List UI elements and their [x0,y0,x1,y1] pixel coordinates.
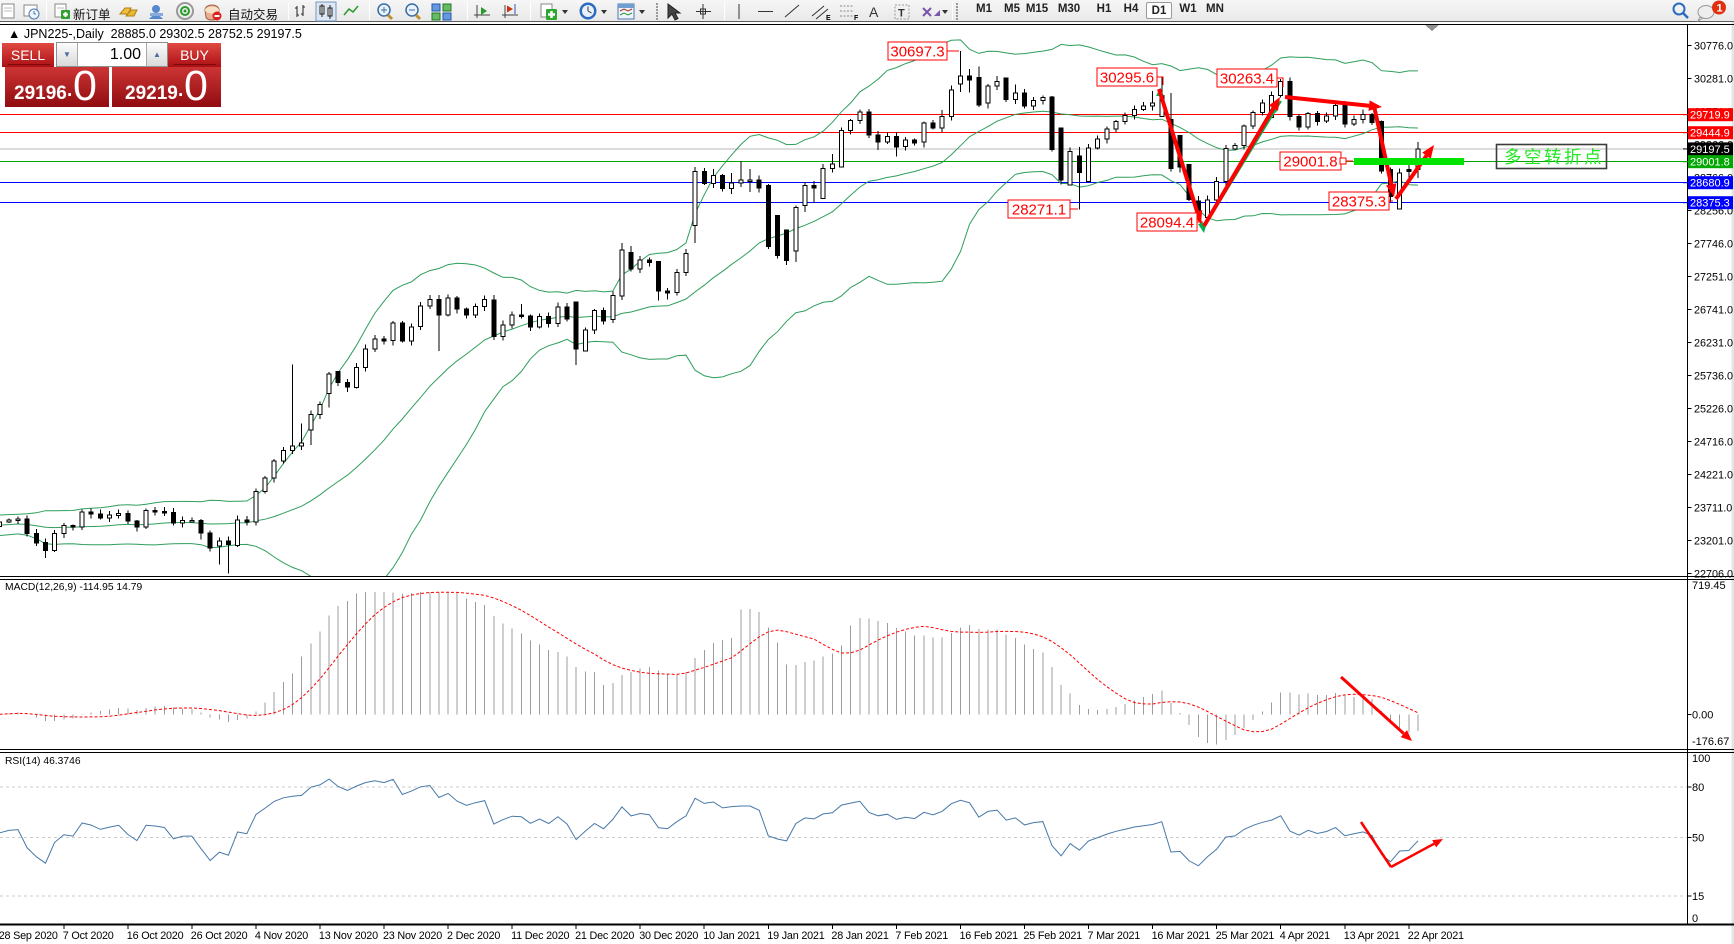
svg-text:24716.0: 24716.0 [1694,437,1733,449]
svg-text:23 Nov 2020: 23 Nov 2020 [383,930,442,942]
svg-text:100: 100 [1692,753,1710,765]
svg-text:30776.0: 30776.0 [1694,41,1733,53]
svg-text:A: A [869,4,879,20]
svg-text:80: 80 [1692,782,1704,794]
svg-text:29444.9: 29444.9 [1690,128,1730,140]
svg-text:-176.67: -176.67 [1692,736,1729,748]
svg-text:30281.0: 30281.0 [1694,74,1733,86]
svg-text:25 Feb 2021: 25 Feb 2021 [1024,930,1083,942]
svg-text:15: 15 [1692,891,1704,903]
svg-text:7 Feb 2021: 7 Feb 2021 [895,930,948,942]
svg-text:26 Oct 2020: 26 Oct 2020 [191,930,248,942]
svg-text:7 Mar 2021: 7 Mar 2021 [1088,930,1141,942]
svg-text:25 Mar 2021: 25 Mar 2021 [1216,930,1275,942]
svg-text:F: F [854,15,859,22]
svg-text:16 Oct 2020: 16 Oct 2020 [127,930,184,942]
svg-text:30697.3: 30697.3 [890,44,944,61]
svg-text:19 Jan 2021: 19 Jan 2021 [767,930,824,942]
svg-text:719.45: 719.45 [1692,580,1726,592]
svg-text:29719.9: 29719.9 [1690,110,1730,122]
svg-text:11 Dec 2020: 11 Dec 2020 [511,930,569,942]
svg-text:26231.0: 26231.0 [1694,338,1733,350]
svg-text:27746.0: 27746.0 [1694,239,1733,251]
svg-text:50: 50 [1692,832,1704,844]
svg-text:T: T [898,8,905,20]
svg-text:29001.8: 29001.8 [1283,154,1337,171]
svg-text:28680.9: 28680.9 [1690,178,1730,190]
svg-text:21 Dec 2020: 21 Dec 2020 [575,930,634,942]
svg-text:2 Dec 2020: 2 Dec 2020 [447,930,500,942]
svg-text:25226.0: 25226.0 [1694,404,1733,416]
svg-text:RSI(14) 46.3746: RSI(14) 46.3746 [5,756,81,767]
svg-text:26741.0: 26741.0 [1694,305,1733,317]
svg-text:28271.1: 28271.1 [1012,202,1066,219]
svg-text:4 Nov 2020: 4 Nov 2020 [255,930,308,942]
svg-text:4 Apr 2021: 4 Apr 2021 [1280,930,1330,942]
svg-text:30 Dec 2020: 30 Dec 2020 [639,930,698,942]
svg-text:E: E [826,15,831,22]
svg-text:22 Apr 2021: 22 Apr 2021 [1408,930,1464,942]
svg-text:13 Nov 2020: 13 Nov 2020 [319,930,378,942]
svg-text:29197.5: 29197.5 [1690,144,1730,156]
svg-text:MACD(12,26,9) -114.95 14.79: MACD(12,26,9) -114.95 14.79 [5,582,142,593]
svg-text:30263.4: 30263.4 [1220,71,1274,88]
svg-text:7 Oct 2020: 7 Oct 2020 [63,930,114,942]
svg-text:16 Mar 2021: 16 Mar 2021 [1152,930,1211,942]
svg-text:10 Jan 2021: 10 Jan 2021 [703,930,760,942]
svg-text:22706.0: 22706.0 [1694,569,1733,581]
svg-text:28375.3: 28375.3 [1332,194,1386,211]
svg-text:28 Sep 2020: 28 Sep 2020 [0,930,58,942]
svg-text:29001.8: 29001.8 [1690,157,1730,169]
svg-text:23711.0: 23711.0 [1694,503,1732,515]
svg-text:13 Apr 2021: 13 Apr 2021 [1344,930,1400,942]
svg-text:0.00: 0.00 [1692,710,1713,722]
svg-text:30295.6: 30295.6 [1100,70,1154,87]
svg-text:28 Jan 2021: 28 Jan 2021 [831,930,888,942]
svg-text:25736.0: 25736.0 [1694,371,1733,383]
svg-text:24221.0: 24221.0 [1694,470,1733,482]
svg-text:28375.3: 28375.3 [1690,198,1730,210]
svg-text:1: 1 [1717,3,1723,15]
svg-text:28094.4: 28094.4 [1140,215,1194,232]
svg-text:27251.0: 27251.0 [1694,272,1733,284]
svg-text:23201.0: 23201.0 [1694,536,1733,548]
svg-text:16 Feb 2021: 16 Feb 2021 [960,930,1019,942]
svg-text:多空转折点: 多空转折点 [1504,147,1604,167]
svg-text:0: 0 [1692,913,1698,925]
